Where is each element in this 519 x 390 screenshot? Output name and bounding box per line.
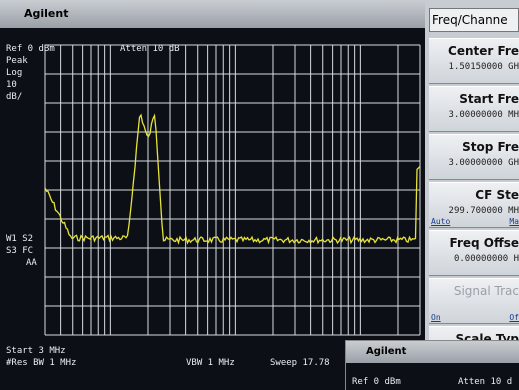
- softkey-label: Center Fre: [448, 44, 519, 58]
- sweep: Sweep 17.78: [270, 358, 330, 368]
- mode-label: S3 FC: [6, 246, 34, 256]
- scale-type: Log: [6, 68, 23, 78]
- vbw: VBW 1 MHz: [186, 358, 235, 368]
- trace: [44, 113, 421, 245]
- softkey[interactable]: Stop Fre 3.00000000 GH: [429, 134, 519, 180]
- softkey-option: Auto: [431, 217, 451, 226]
- softkey[interactable]: Center Fre 1.50150000 GH: [429, 38, 519, 84]
- softkey-label: Start Fre: [459, 92, 519, 106]
- softkey-value: 1.50150000 GH: [448, 62, 519, 72]
- softkey-option: Of: [509, 313, 519, 322]
- title-bar: Agilent: [0, 0, 425, 28]
- softkey[interactable]: Start Fre 3.00000000 MH: [429, 86, 519, 132]
- overlay-title: Agilent: [346, 341, 519, 363]
- softkey-label: Signal Trac: [453, 284, 519, 298]
- scale-unit: dB/: [6, 92, 23, 102]
- softkey-value: 299.700000 MH: [448, 206, 519, 216]
- softkey-menu: Freq/Channe Center Fre 1.50150000 GH Start…: [425, 0, 519, 390]
- overlay-window: Agilent Ref 0 dBm Atten 10 d: [345, 340, 519, 390]
- softkey-value: 3.00000000 MH: [448, 110, 519, 120]
- overlay-ref: Ref 0 dBm: [352, 377, 401, 387]
- detector: Peak: [6, 56, 28, 66]
- ref-level: Ref 0 dBm: [6, 44, 55, 54]
- softkey-value: 0.00000000 H: [453, 254, 519, 264]
- trace-display: [44, 44, 421, 336]
- scale-value: 10: [6, 80, 17, 90]
- softkey[interactable]: CF Ste 299.700000 MH Auto Ma: [429, 182, 519, 228]
- softkey-option: Ma: [509, 217, 519, 226]
- softkey-label: CF Ste: [475, 188, 519, 202]
- softkey-label: Stop Fre: [462, 140, 519, 154]
- softkey-option: On: [431, 313, 441, 322]
- overlay-atten: Atten 10 d: [458, 377, 513, 387]
- mode-label: W1 S2: [6, 234, 34, 244]
- softkey-value: 3.00000000 GH: [448, 158, 519, 168]
- window-title: Agilent: [24, 7, 69, 20]
- softkey-label: Freq Offse: [449, 236, 519, 250]
- softkey[interactable]: Signal Trac On Of: [429, 278, 519, 324]
- softkey[interactable]: Freq Offse 0.00000000 H: [429, 230, 519, 276]
- attenuation: Atten 10 dB: [120, 44, 180, 54]
- mode-label: AA: [26, 258, 37, 268]
- menu-title: Freq/Channe: [429, 8, 519, 32]
- start-freq: Start 3 MHz: [6, 346, 66, 356]
- res-bw: #Res BW 1 MHz: [6, 358, 77, 368]
- analyzer-screen: Ref 0 dBm Atten 10 dB Peak Log 10 dB/ W1…: [0, 28, 425, 390]
